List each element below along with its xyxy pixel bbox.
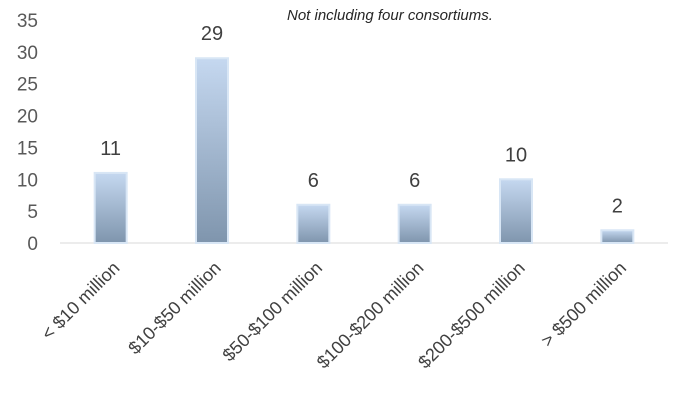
x-axis-categories: < $10 million $10-$50 million$50-$100 mil… bbox=[38, 258, 631, 373]
bar bbox=[195, 57, 229, 244]
x-category-label: $200-$500 million bbox=[414, 258, 529, 373]
y-axis-ticks: 0 5 10 15 20 25 30 35 bbox=[17, 11, 38, 255]
data-label: 6 bbox=[409, 170, 420, 192]
y-tick-label: 5 bbox=[27, 202, 38, 223]
y-tick-label: 10 bbox=[17, 170, 38, 191]
x-category-label: $10-$50 million bbox=[124, 258, 224, 358]
y-tick-label: 0 bbox=[27, 234, 38, 255]
x-category-label: < $10 million bbox=[38, 258, 124, 344]
x-category-label: $100-$200 million bbox=[313, 258, 428, 373]
bars bbox=[93, 57, 635, 245]
data-labels: 11 29 6 6 10 2 bbox=[100, 23, 623, 217]
bar bbox=[600, 229, 635, 244]
data-label: 2 bbox=[612, 195, 623, 217]
y-tick-label: 30 bbox=[17, 43, 38, 64]
y-tick-label: 20 bbox=[17, 107, 38, 128]
data-label: 10 bbox=[505, 144, 527, 166]
bar bbox=[93, 171, 128, 245]
y-tick-label: 35 bbox=[17, 11, 38, 32]
x-category-label: > $500 million bbox=[537, 258, 630, 351]
y-tick-label: 15 bbox=[17, 138, 38, 159]
data-label: 6 bbox=[308, 170, 319, 192]
chart-annotation: Not including four consortiums. bbox=[287, 7, 493, 24]
y-tick-label: 25 bbox=[17, 75, 38, 96]
bar bbox=[499, 178, 533, 245]
bar bbox=[397, 203, 432, 244]
bar bbox=[296, 203, 331, 244]
x-category-label: $50-$100 million bbox=[219, 258, 327, 366]
data-label: 29 bbox=[201, 23, 223, 45]
data-label: 11 bbox=[100, 138, 121, 160]
